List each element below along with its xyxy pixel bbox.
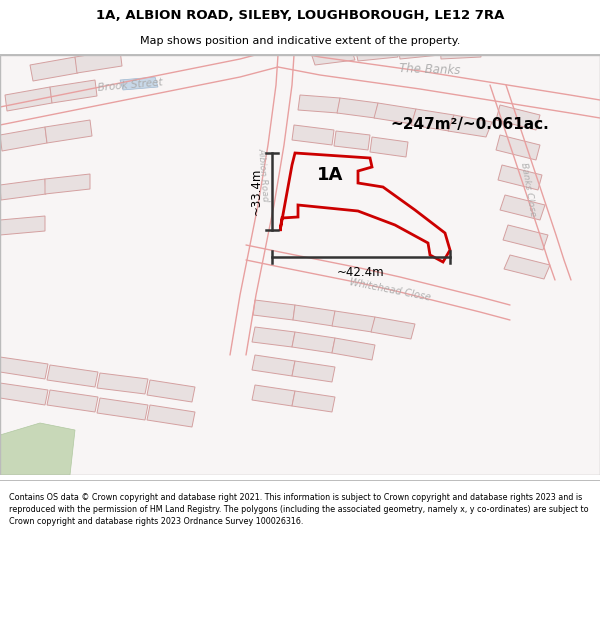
Text: 1A: 1A bbox=[317, 166, 343, 184]
Text: ~247m²/~0.061ac.: ~247m²/~0.061ac. bbox=[390, 118, 549, 132]
Polygon shape bbox=[47, 365, 98, 387]
Polygon shape bbox=[448, 115, 492, 137]
Polygon shape bbox=[30, 57, 78, 81]
Polygon shape bbox=[500, 195, 545, 220]
Text: Whitehead Close: Whitehead Close bbox=[349, 278, 431, 302]
Text: Banks Close: Banks Close bbox=[519, 162, 537, 217]
Polygon shape bbox=[252, 355, 295, 376]
Polygon shape bbox=[332, 311, 375, 332]
Polygon shape bbox=[398, 41, 440, 59]
Polygon shape bbox=[496, 105, 540, 130]
Polygon shape bbox=[5, 87, 52, 111]
Polygon shape bbox=[0, 383, 48, 405]
Polygon shape bbox=[332, 338, 375, 360]
Polygon shape bbox=[97, 373, 148, 394]
Polygon shape bbox=[252, 385, 295, 406]
Text: Map shows position and indicative extent of the property.: Map shows position and indicative extent… bbox=[140, 36, 460, 46]
Polygon shape bbox=[371, 317, 415, 339]
Text: The Banks: The Banks bbox=[399, 62, 461, 78]
Polygon shape bbox=[147, 405, 195, 427]
Polygon shape bbox=[50, 80, 97, 103]
Polygon shape bbox=[411, 109, 454, 131]
Polygon shape bbox=[0, 55, 600, 475]
Polygon shape bbox=[45, 120, 92, 143]
Polygon shape bbox=[292, 391, 335, 412]
Polygon shape bbox=[292, 332, 335, 353]
Polygon shape bbox=[310, 45, 355, 65]
Text: ~33.4m: ~33.4m bbox=[250, 168, 263, 215]
Polygon shape bbox=[0, 216, 45, 235]
Polygon shape bbox=[503, 225, 548, 250]
Polygon shape bbox=[47, 390, 98, 412]
Polygon shape bbox=[147, 380, 195, 402]
Polygon shape bbox=[440, 43, 481, 59]
Polygon shape bbox=[45, 174, 90, 194]
Polygon shape bbox=[253, 300, 295, 320]
Polygon shape bbox=[298, 95, 340, 113]
Polygon shape bbox=[75, 50, 122, 73]
Polygon shape bbox=[0, 179, 46, 200]
Polygon shape bbox=[97, 398, 148, 420]
Text: ~42.4m: ~42.4m bbox=[337, 266, 385, 279]
Polygon shape bbox=[293, 305, 335, 326]
Polygon shape bbox=[120, 77, 158, 90]
Text: Albion Road: Albion Road bbox=[256, 148, 270, 202]
Polygon shape bbox=[504, 255, 550, 279]
Polygon shape bbox=[337, 98, 378, 118]
Polygon shape bbox=[252, 327, 295, 347]
Text: Brook Street: Brook Street bbox=[97, 77, 163, 93]
Polygon shape bbox=[374, 103, 416, 124]
Polygon shape bbox=[0, 127, 47, 151]
Polygon shape bbox=[292, 125, 334, 145]
Polygon shape bbox=[0, 423, 75, 475]
Text: Contains OS data © Crown copyright and database right 2021. This information is : Contains OS data © Crown copyright and d… bbox=[9, 493, 589, 526]
Polygon shape bbox=[496, 135, 540, 160]
Polygon shape bbox=[498, 165, 542, 190]
Polygon shape bbox=[370, 137, 408, 157]
Polygon shape bbox=[0, 357, 48, 379]
Text: 1A, ALBION ROAD, SILEBY, LOUGHBOROUGH, LE12 7RA: 1A, ALBION ROAD, SILEBY, LOUGHBOROUGH, L… bbox=[96, 9, 504, 22]
Polygon shape bbox=[292, 361, 335, 382]
Polygon shape bbox=[355, 43, 398, 61]
Polygon shape bbox=[334, 131, 370, 150]
